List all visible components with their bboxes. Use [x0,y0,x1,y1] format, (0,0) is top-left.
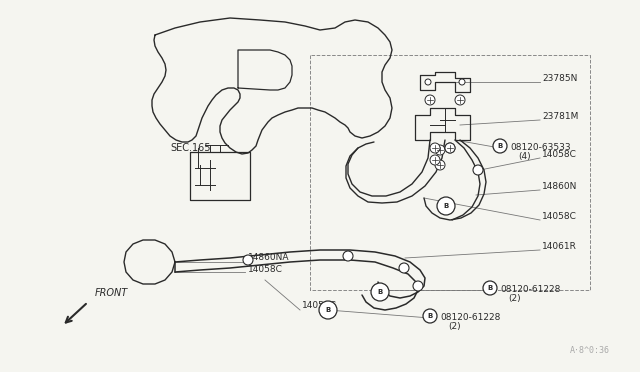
Circle shape [435,160,445,170]
Circle shape [319,301,337,319]
Circle shape [425,79,431,85]
Text: B: B [378,289,383,295]
Circle shape [371,283,389,301]
Text: 14860NA: 14860NA [248,253,289,263]
Circle shape [425,95,435,105]
Circle shape [343,251,353,261]
Circle shape [473,165,483,175]
Circle shape [430,143,440,153]
Text: (4): (4) [518,151,531,160]
Circle shape [243,255,253,265]
Circle shape [413,281,423,291]
Text: 14058C: 14058C [542,212,577,221]
Text: B: B [444,203,449,209]
Circle shape [493,139,507,153]
Circle shape [459,79,465,85]
Text: 23781M: 23781M [542,112,579,121]
Text: (2): (2) [508,294,520,302]
Text: FRONT: FRONT [95,288,128,298]
Text: 08120-61228: 08120-61228 [440,312,500,321]
Text: B: B [497,143,502,149]
Text: 14058C: 14058C [248,266,283,275]
Text: 08120-63533: 08120-63533 [510,142,571,151]
Text: A·8^0:36: A·8^0:36 [570,346,610,355]
Text: 23785N: 23785N [542,74,577,83]
Circle shape [435,145,445,155]
Circle shape [445,143,455,153]
Text: B: B [428,313,433,319]
Circle shape [423,309,437,323]
Circle shape [399,263,409,273]
Text: 14058C: 14058C [542,150,577,158]
Text: (2): (2) [448,321,461,330]
Text: 14061R: 14061R [542,241,577,250]
Text: B: B [488,285,493,291]
Text: SEC.165: SEC.165 [170,143,211,153]
Circle shape [483,281,497,295]
Circle shape [437,197,455,215]
Text: B: B [325,307,331,313]
Text: 08120-61228: 08120-61228 [500,285,561,294]
Text: 14860N: 14860N [542,182,577,190]
Circle shape [445,143,455,153]
Text: 14058C: 14058C [302,301,337,311]
Circle shape [455,95,465,105]
Circle shape [430,155,440,165]
